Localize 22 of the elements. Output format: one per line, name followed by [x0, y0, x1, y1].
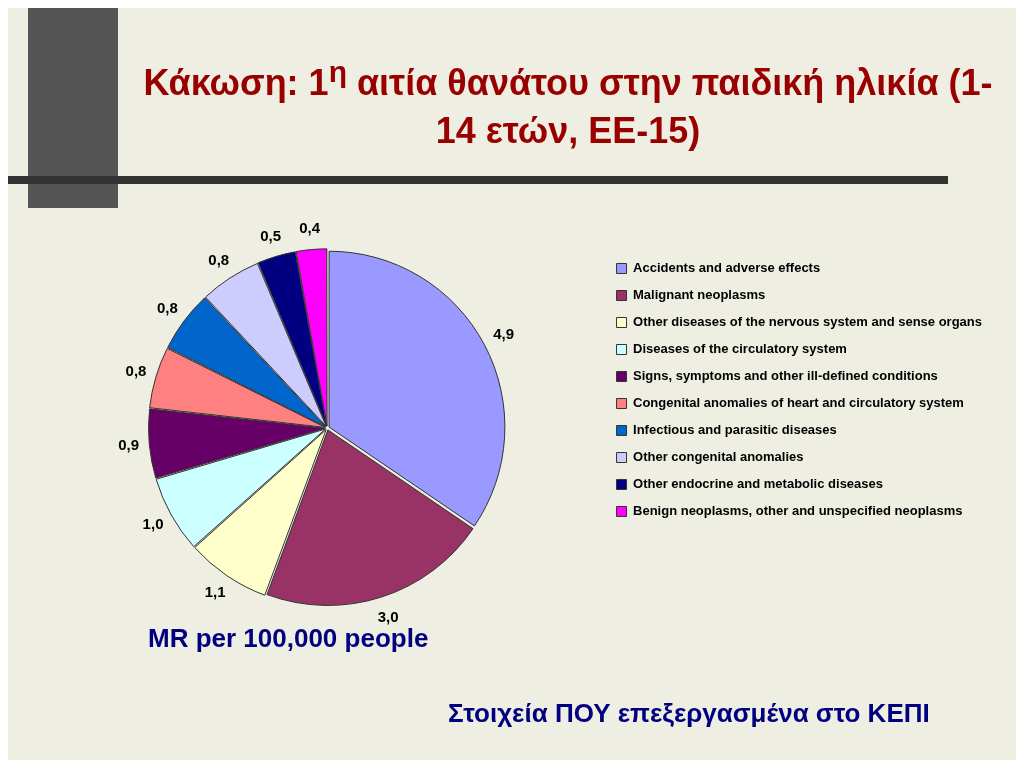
legend-label: Signs, symptoms and other ill-defined conditions — [633, 368, 938, 384]
text: Στοιχεία ΠΟΥ επεξεργασμένα στο ΚΕΠΙ — [448, 698, 930, 729]
data-label: 4,9 — [493, 324, 515, 342]
legend-label: Other diseases of the nervous system and sense organs — [633, 314, 983, 330]
data-label: 0,5 — [260, 226, 282, 244]
legend-label: Other congenital anomalies — [633, 449, 804, 465]
data-label: 0,8 — [125, 361, 147, 379]
legend-label: Diseases of the circulatory system — [633, 341, 847, 357]
legend-label: Other endocrine and metabolic diseases — [633, 476, 884, 492]
data-label: 0,4 — [299, 219, 321, 237]
data-label: 3,0 — [377, 608, 399, 626]
data-label: 0,8 — [208, 250, 230, 268]
legend-label: Malignant neoplasms — [633, 287, 766, 303]
data-label: 1,1 — [204, 583, 226, 601]
legend-label: Congenital anomalies of heart and circulatory system — [633, 395, 964, 411]
legend-label: Benign neoplasms, other and unspecified neoplasms — [633, 503, 963, 519]
chart-title: Κάκωση: 1$^{η}$ αιτία θανάτου στην παιδική ηλικία (1-14 ετών, ΕΕ-15) — [142, 54, 994, 153]
data-label: 0,9 — [118, 435, 139, 453]
data-label: 0,8 — [157, 298, 178, 316]
legend-label: Accidents and adverse effects — [633, 260, 821, 276]
legend-label: Infectious and parasitic diseases — [633, 422, 837, 438]
data-label: 1,0 — [142, 515, 164, 533]
